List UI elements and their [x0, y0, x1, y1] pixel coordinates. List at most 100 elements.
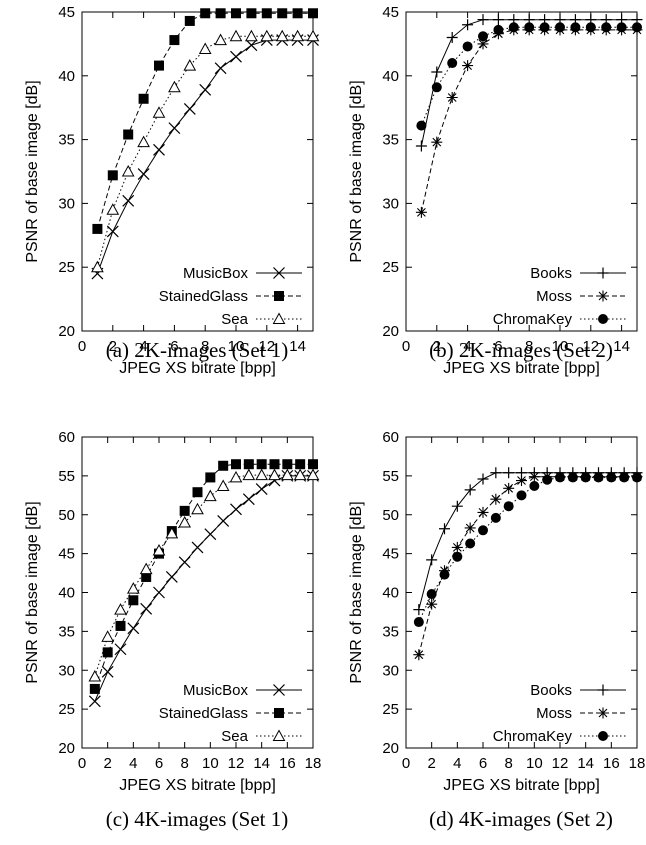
y-tick-label: 55	[382, 468, 399, 485]
data-point	[308, 8, 318, 19]
y-tick-label: 60	[58, 429, 75, 446]
data-point	[452, 551, 463, 562]
x-tick-label: 10	[552, 338, 569, 355]
x-axis-label: JPEG XS bitrate [bpp]	[443, 360, 600, 377]
series-line	[96, 35, 313, 268]
data-point	[168, 122, 181, 135]
x-tick-label: 4	[453, 755, 461, 772]
series-moss	[413, 471, 643, 661]
series-line	[94, 463, 313, 690]
data-point	[231, 8, 241, 19]
series-musicbox	[88, 469, 319, 708]
data-point	[106, 225, 119, 238]
data-point	[291, 29, 304, 42]
legend-marker	[597, 684, 609, 696]
x-tick-label: 0	[402, 755, 410, 772]
x-tick-label: 12	[228, 755, 245, 772]
data-point	[426, 554, 438, 566]
panel-caption: (a) 2K-images (Set 1)	[106, 338, 289, 362]
x-tick-label: 16	[603, 755, 620, 772]
data-point	[606, 472, 617, 483]
data-point	[245, 29, 258, 42]
legend-marker	[598, 731, 608, 741]
series-musicbox	[91, 34, 319, 280]
data-point	[446, 32, 458, 44]
legend-marker	[272, 729, 286, 741]
data-point	[516, 475, 527, 487]
series-chromakey	[413, 472, 642, 628]
data-point	[415, 140, 427, 152]
data-point	[503, 467, 515, 479]
legend-label: ChromaKey	[493, 728, 573, 745]
data-point	[490, 493, 502, 505]
data-point	[191, 502, 204, 515]
data-point	[192, 487, 203, 498]
data-point	[616, 22, 627, 33]
data-point	[447, 58, 458, 69]
x-axis-label: JPEG XS bitrate [bpp]	[119, 360, 276, 377]
y-tick-label: 30	[58, 195, 75, 212]
legend: MusicBox StainedGlass Sea	[159, 682, 302, 745]
data-point	[242, 468, 256, 481]
data-point	[245, 39, 258, 52]
y-tick-label: 30	[382, 195, 399, 212]
data-point	[141, 571, 152, 582]
data-point	[477, 506, 489, 518]
data-point	[246, 8, 257, 19]
y-axis-label: PSNR of base image [dB]	[348, 501, 365, 683]
data-point	[413, 604, 425, 616]
data-point	[101, 665, 114, 678]
series-books	[413, 467, 643, 616]
panel-caption: (c) 4K-images (Set 1)	[106, 807, 289, 831]
x-tick-label: 6	[494, 338, 502, 355]
data-point	[183, 59, 197, 71]
x-tick-label: 2	[433, 338, 441, 355]
data-point	[524, 22, 535, 33]
series-line	[418, 476, 637, 623]
data-point	[492, 14, 504, 26]
y-tick-label: 20	[58, 740, 75, 757]
data-point	[101, 630, 115, 642]
x-tick-label: 0	[402, 338, 410, 355]
legend-label: Moss	[536, 288, 572, 305]
data-point	[585, 22, 596, 33]
data-point	[516, 490, 527, 501]
legend-marker	[273, 684, 285, 696]
data-point	[493, 24, 504, 35]
data-point	[243, 459, 254, 470]
x-tick-label: 14	[253, 755, 270, 772]
y-tick-label: 50	[58, 507, 75, 524]
data-point	[154, 60, 164, 71]
y-tick-label: 35	[382, 623, 399, 640]
data-point	[153, 586, 165, 599]
y-tick-label: 60	[382, 429, 399, 446]
data-point	[539, 22, 550, 33]
data-point	[229, 29, 243, 42]
x-tick-label: 4	[463, 338, 471, 355]
legend: MusicBox StainedGlass Sea	[159, 265, 302, 328]
y-tick-label: 35	[382, 132, 399, 149]
data-point	[503, 482, 515, 494]
legend-label: StainedGlass	[159, 705, 248, 722]
data-point	[503, 501, 514, 512]
data-point	[528, 471, 540, 483]
data-point	[106, 203, 120, 215]
y-axis-label: PSNR of base image [dB]	[24, 80, 41, 262]
data-point	[477, 14, 489, 26]
series-chromakey	[416, 22, 642, 131]
legend: Books Moss ChromaKey	[493, 682, 626, 745]
x-tick-label: 16	[279, 755, 296, 772]
data-point	[114, 603, 127, 615]
chart-panel-4: 20 25 30 35 40 45 50 55 60 0 2 4 6 8 10 12 14 16 18 JPEG XS…	[348, 429, 645, 831]
data-point	[191, 541, 204, 554]
data-point	[477, 38, 489, 50]
x-tick-label: 6	[479, 755, 487, 772]
data-point	[431, 66, 443, 78]
y-tick-label: 45	[382, 4, 399, 21]
x-tick-label: 2	[103, 755, 111, 772]
data-point	[255, 468, 269, 481]
panel-caption: (d) 4K-images (Set 2)	[429, 807, 613, 831]
x-tick-label: 14	[289, 338, 306, 355]
x-axis-label: JPEG XS bitrate [bpp]	[119, 777, 276, 794]
